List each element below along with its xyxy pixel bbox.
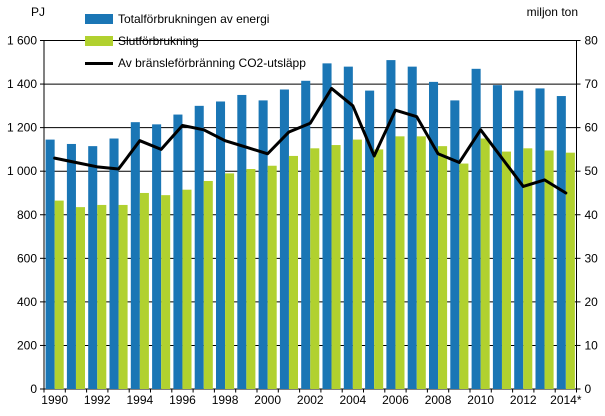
legend-item-total: Totalförbrukningen av energi	[85, 12, 306, 26]
total-energy-bar	[322, 63, 332, 390]
left-axis-tick-label: 400	[17, 295, 37, 309]
left-axis-tick-label: 1 400	[7, 77, 37, 91]
total-energy-bar	[514, 90, 524, 390]
left-axis-tick-label: 1 000	[7, 164, 37, 178]
total-energy-bar	[301, 80, 311, 389]
total-energy-bar	[194, 105, 204, 389]
total-energy-bar	[471, 68, 481, 390]
x-axis-tick-label: 2014*	[550, 393, 582, 407]
final-consumption-bar	[565, 152, 575, 389]
final-consumption-bar	[54, 200, 64, 389]
right-axis-title: miljon ton	[526, 5, 578, 19]
x-axis-tick-label: 1994	[126, 393, 153, 407]
total-energy-bar	[429, 81, 439, 390]
final-consumption-bar	[523, 148, 533, 389]
right-axis-tick-label: 80	[585, 34, 599, 48]
final-consumption-bar	[267, 165, 277, 389]
final-consumption-bar	[288, 155, 298, 389]
right-axis-tick-label: 10	[585, 338, 599, 352]
left-axis-tick-label: 200	[17, 338, 37, 352]
final-consumption-bar	[395, 136, 405, 389]
final-consumption-bar	[416, 136, 426, 389]
final-consumption-bar	[75, 207, 85, 389]
x-axis-tick-label: 2004	[339, 393, 366, 407]
right-axis-tick-label: 50	[585, 164, 599, 178]
total-energy-bar	[216, 101, 226, 390]
final-consumption-bar	[225, 173, 235, 389]
left-axis-tick-label: 0	[30, 382, 37, 396]
final-consumption-bar	[480, 138, 490, 389]
total-energy-bar	[386, 60, 396, 390]
total-energy-bar	[130, 122, 140, 389]
x-axis-tick-label: 2010	[467, 393, 494, 407]
total-energy-bar	[365, 90, 375, 390]
final-consumption-bar	[246, 169, 256, 389]
final-consumption-bar	[501, 151, 511, 389]
x-axis-tick-label: 1992	[84, 393, 111, 407]
x-axis-tick-label: 2002	[297, 393, 324, 407]
right-axis-tick-label: 70	[585, 77, 599, 91]
final-consumption-bar	[118, 204, 128, 389]
left-axis-tick-label: 1 600	[7, 34, 37, 48]
final-consumption-bar	[352, 139, 362, 389]
total-bar-swatch-icon	[85, 14, 113, 24]
total-energy-bar	[279, 89, 289, 389]
x-axis-tick-label: 2006	[382, 393, 409, 407]
total-energy-bar	[535, 88, 545, 389]
total-energy-bar	[237, 94, 247, 389]
left-axis-tick-label: 800	[17, 208, 37, 222]
final-consumption-bar	[331, 145, 341, 389]
total-energy-bar	[88, 146, 98, 389]
total-energy-bar	[45, 139, 55, 389]
left-axis-title: PJ	[31, 5, 46, 19]
left-axis-tick-label: 600	[17, 251, 37, 265]
total-energy-bar	[450, 100, 460, 389]
x-axis-tick-label: 1990	[41, 393, 68, 407]
x-axis-tick-label: 1996	[169, 393, 196, 407]
right-axis-tick-label: 40	[585, 208, 599, 222]
right-axis-tick-label: 0	[585, 382, 592, 396]
final-consumption-bar	[203, 180, 213, 389]
final-bar-swatch-icon	[85, 36, 113, 46]
total-energy-bar	[152, 124, 162, 389]
right-axis-tick-label: 60	[585, 121, 599, 135]
legend-label: Totalförbrukningen av energi	[118, 12, 270, 26]
co2-line-swatch-icon	[85, 58, 113, 68]
chart-legend: Totalförbrukningen av energi Slutförbruk…	[85, 12, 306, 80]
final-consumption-bar	[182, 189, 192, 389]
left-axis-tick-label: 1 200	[7, 121, 37, 135]
final-consumption-bar	[374, 149, 384, 389]
total-energy-bar	[109, 138, 119, 389]
final-consumption-bar	[310, 148, 320, 389]
legend-label: Slutförbrukning	[118, 34, 199, 48]
right-axis-tick-label: 30	[585, 251, 599, 265]
x-axis-tick-label: 1998	[212, 393, 239, 407]
legend-item-co2: Av bränsleförbränning CO2-utsläpp	[85, 56, 306, 70]
total-energy-bar	[556, 96, 566, 390]
final-consumption-bar	[438, 146, 448, 389]
x-axis-tick-label: 2012	[510, 393, 537, 407]
final-consumption-bar	[459, 163, 469, 389]
total-energy-bar	[407, 66, 417, 389]
final-consumption-bar	[139, 192, 149, 389]
right-axis-tick-label: 20	[585, 295, 599, 309]
co2-emissions-line	[53, 86, 568, 195]
final-consumption-bar	[544, 150, 554, 389]
total-energy-bar	[173, 114, 183, 390]
legend-label: Av bränsleförbränning CO2-utsläpp	[118, 56, 306, 70]
final-consumption-bar	[161, 195, 171, 389]
total-energy-bar	[343, 66, 353, 389]
legend-item-final: Slutförbrukning	[85, 34, 306, 48]
final-consumption-bar	[97, 204, 107, 389]
total-energy-bar	[492, 85, 502, 390]
total-energy-bar	[258, 100, 268, 389]
x-axis-tick-label: 2000	[254, 393, 281, 407]
total-energy-bar	[66, 143, 76, 389]
x-axis-tick-label: 2008	[425, 393, 452, 407]
